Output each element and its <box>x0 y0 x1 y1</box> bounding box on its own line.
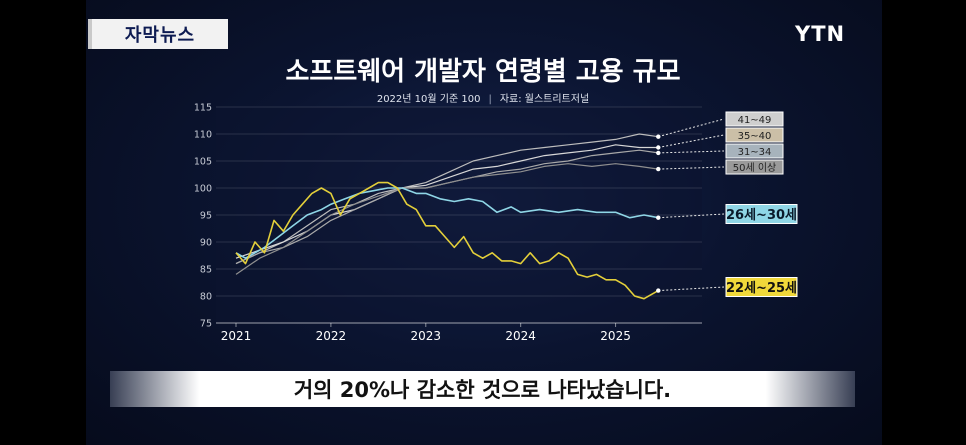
series-label-text: 22세~25세 <box>726 281 797 296</box>
series-label-box <box>725 277 798 297</box>
series-end-dot <box>656 150 661 156</box>
series-line-age26_30 <box>235 187 659 259</box>
label-connector <box>658 150 725 154</box>
series-line-age41_49 <box>235 133 659 265</box>
series-line-age50plus <box>235 163 659 275</box>
series-end-dot <box>656 145 661 150</box>
label-connector <box>658 118 725 138</box>
y-tick-label: 80 <box>200 292 212 303</box>
y-tick-label: 105 <box>194 157 212 168</box>
ytn-logo: YTN <box>795 22 846 46</box>
series-label-box <box>725 204 798 224</box>
y-tick-label: 75 <box>200 319 212 330</box>
x-tick-label: 2022 <box>316 329 347 343</box>
series-end-dot <box>656 215 661 220</box>
series-label-box <box>725 159 784 175</box>
subtitle-separator: | <box>488 94 492 105</box>
series-label-text: 31~34 <box>738 147 772 158</box>
series-label-box <box>725 111 784 127</box>
axis-layer: 75 80 85 90 95 100 105 110 115 2021 2022 2023 2024 20… <box>194 103 702 343</box>
news-badge: 자막뉴스 <box>88 19 228 49</box>
series-end-dot <box>656 134 661 139</box>
series-label-box <box>725 143 784 159</box>
chart-title: 소프트웨어 개발자 연령별 고용 규모 <box>285 57 681 87</box>
series-label-text: 35~40 <box>738 131 772 142</box>
series-label-text: 41~49 <box>738 115 772 126</box>
y-tick-label: 115 <box>194 103 212 114</box>
series-line-age22_25 <box>235 181 659 300</box>
x-tick-label: 2021 <box>221 329 252 343</box>
label-connector <box>658 286 725 292</box>
x-tick-label: 2024 <box>505 329 536 343</box>
subtitle-base: 2022년 10월 기준 100 <box>376 94 481 105</box>
label-connector <box>658 213 725 219</box>
chart-subtitle: 2022년 10월 기준 100 | 자료: 월스트리트저널 <box>0 90 966 105</box>
series-end-dot <box>656 288 661 293</box>
y-tick-label: 90 <box>200 238 212 249</box>
y-tick-label: 95 <box>200 211 212 222</box>
label-connector <box>658 134 725 148</box>
subtitle-source: 자료: 월스트리트저널 <box>499 94 590 105</box>
caption-text: 거의 20%나 감소한 것으로 나타났습니다. <box>293 378 672 402</box>
x-tick-label: 2025 <box>600 329 631 343</box>
label-connector <box>658 166 725 170</box>
y-tick-label: 100 <box>194 184 212 195</box>
series-end-dot <box>656 166 661 172</box>
series-label-text: 50세 이상 <box>733 162 777 174</box>
series-label-box <box>725 127 784 143</box>
series-label-text: 26세~30세 <box>726 208 797 223</box>
y-tick-label: 110 <box>194 130 212 141</box>
x-tick-label: 2023 <box>411 329 442 343</box>
series-label-layer: 41~49 35~40 31~34 50세 이상 26세~30세 22세~25세 <box>656 111 798 297</box>
series-layer <box>235 133 659 300</box>
y-tick-label: 85 <box>200 265 212 276</box>
subtitle-caption-bar: 거의 20%나 감소한 것으로 나타났습니다. <box>110 371 855 407</box>
